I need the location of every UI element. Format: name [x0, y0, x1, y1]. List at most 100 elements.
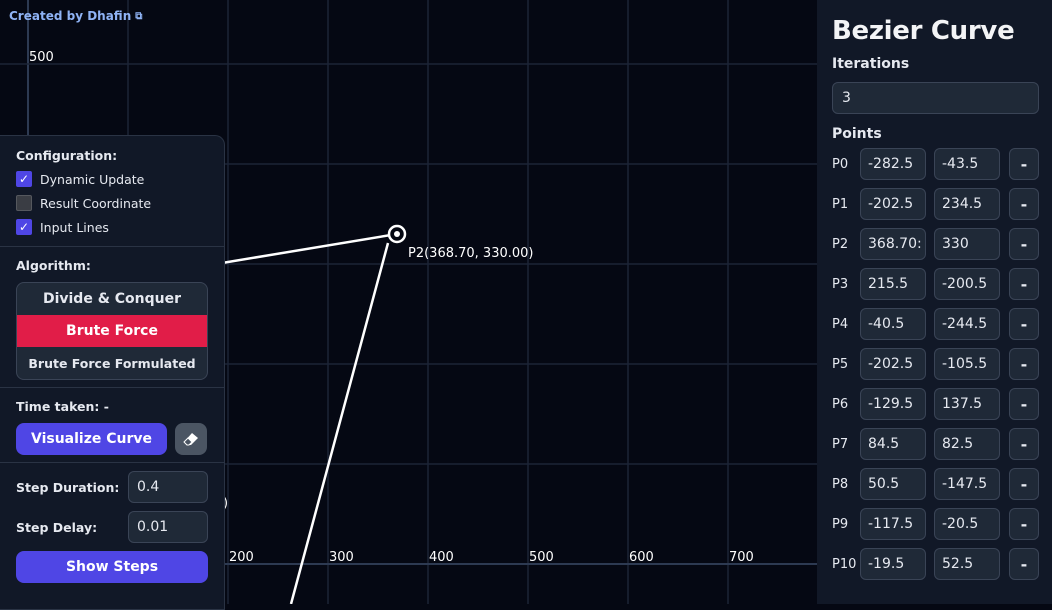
bezier-sidebar: Bezier Curve Iterations 3 Points P0 -282.… — [817, 0, 1052, 604]
point-row-p2: P2 368.70: 330- — [832, 228, 1052, 260]
point-x-input[interactable]: 368.70: — [860, 228, 926, 260]
point-y-input[interactable]: -105.5 — [934, 348, 1000, 380]
remove-point-button[interactable]: - — [1009, 548, 1039, 580]
erase-button[interactable] — [175, 423, 207, 455]
axis-tick-labels: 200 300 400 500 600 700 500 — [29, 50, 754, 565]
input-lines-checkbox[interactable]: ✓ — [16, 219, 32, 235]
point-x-input[interactable]: -282.5 — [860, 148, 926, 180]
divider — [0, 246, 224, 247]
point-name: P9 — [832, 516, 849, 532]
remove-point-button[interactable]: - — [1009, 268, 1039, 300]
point-x-input[interactable]: 50.5 — [860, 468, 926, 500]
option-label: Input Lines — [40, 219, 109, 235]
point-y-input[interactable]: -200.5 — [934, 268, 1000, 300]
point-name: P3 — [832, 276, 849, 292]
algorithm-title: Algorithm: — [16, 258, 91, 273]
point-x-input[interactable]: -202.5 — [860, 348, 926, 380]
iterations-input[interactable]: 3 — [832, 82, 1039, 114]
point-x-input[interactable]: 215.5 — [860, 268, 926, 300]
configuration-panel: Configuration: ✓ Dynamic Update Result C… — [0, 135, 225, 610]
point-x-input[interactable]: -129.5 — [860, 388, 926, 420]
point-x-input[interactable]: -202.5 — [860, 188, 926, 220]
point-row-p5: P5 -202.5 -105.5- — [832, 348, 1052, 380]
remove-point-button[interactable]: - — [1009, 188, 1039, 220]
point-name: P10 — [832, 556, 857, 572]
option-input-lines[interactable]: ✓ Input Lines — [16, 215, 208, 239]
point-y-input[interactable]: -43.5 — [934, 148, 1000, 180]
point-y-input[interactable]: -244.5 — [934, 308, 1000, 340]
x-tick-label: 300 — [329, 550, 354, 565]
point-name: P2 — [832, 236, 849, 252]
points-list: P0 -282.5 -43.5- P1 -202.5 234.5- P2 368.70: 330… — [832, 148, 1052, 580]
x-tick-label: 600 — [629, 550, 654, 565]
y-tick-label: 500 — [29, 50, 54, 65]
point-row-p3: P3 215.5 -200.5- — [832, 268, 1052, 300]
x-tick-label: 700 — [729, 550, 754, 565]
x-tick-label: 500 — [529, 550, 554, 565]
point-row-p8: P8 50.5 -147.5- — [832, 468, 1052, 500]
remove-point-button[interactable]: - — [1009, 468, 1039, 500]
configuration-title: Configuration: — [16, 148, 118, 163]
result-coordinate-checkbox[interactable] — [16, 195, 32, 211]
remove-point-button[interactable]: - — [1009, 428, 1039, 460]
x-tick-label: 200 — [229, 550, 254, 565]
point-name: P0 — [832, 156, 849, 172]
visualize-curve-button[interactable]: Visualize Curve — [16, 423, 167, 455]
divider — [0, 462, 224, 463]
point-name: P7 — [832, 436, 849, 452]
point-y-input[interactable]: 52.5 — [934, 548, 1000, 580]
point-y-input[interactable]: 234.5 — [934, 188, 1000, 220]
point-row-p0: P0 -282.5 -43.5- — [832, 148, 1052, 180]
eraser-icon — [183, 433, 198, 446]
remove-point-button[interactable]: - — [1009, 308, 1039, 340]
point-y-input[interactable]: -147.5 — [934, 468, 1000, 500]
remove-point-button[interactable]: - — [1009, 508, 1039, 540]
point-row-p1: P1 -202.5 234.5- — [832, 188, 1052, 220]
dynamic-update-checkbox[interactable]: ✓ — [16, 171, 32, 187]
point-row-p9: P9 -117.5 -20.5- — [832, 508, 1052, 540]
point-y-input[interactable]: 330 — [934, 228, 1000, 260]
point-x-input[interactable]: -117.5 — [860, 508, 926, 540]
remove-point-button[interactable]: - — [1009, 148, 1039, 180]
divider — [0, 387, 224, 388]
point-y-input[interactable]: 82.5 — [934, 428, 1000, 460]
point-name: P1 — [832, 196, 849, 212]
step-duration-input[interactable]: 0.4 — [128, 471, 208, 503]
point-x-input[interactable]: 84.5 — [860, 428, 926, 460]
app-title: Bezier Curve — [832, 16, 1015, 46]
point-x-input[interactable]: -40.5 — [860, 308, 926, 340]
point-row-p4: P4 -40.5 -244.5- — [832, 308, 1052, 340]
point-y-input[interactable]: -20.5 — [934, 508, 1000, 540]
algorithm-divide-conquer-button[interactable]: Divide & Conquer — [42, 291, 182, 307]
point-y-input[interactable]: 137.5 — [934, 388, 1000, 420]
algorithm-brute-force-button[interactable]: Brute Force — [17, 315, 207, 347]
step-delay-label: Step Delay: — [16, 519, 98, 535]
control-line — [221, 232, 398, 265]
step-duration-label: Step Duration: — [16, 479, 120, 495]
partial-point-label: ) — [223, 496, 228, 511]
option-dynamic-update[interactable]: ✓ Dynamic Update — [16, 167, 208, 191]
control-point-p2-center — [394, 231, 400, 237]
algorithm-selector: Divide & Conquer Brute Force Brute Force… — [16, 282, 208, 380]
step-delay-input[interactable]: 0.01 — [128, 511, 208, 543]
credit-link[interactable]: Created by Dhafin ⧉ — [9, 9, 142, 23]
option-result-coordinate[interactable]: Result Coordinate — [16, 191, 208, 215]
x-tick-label: 400 — [429, 550, 454, 565]
remove-point-button[interactable]: - — [1009, 348, 1039, 380]
external-link-icon: ⧉ — [135, 10, 143, 22]
points-label: Points — [832, 126, 882, 142]
show-steps-button[interactable]: Show Steps — [16, 551, 208, 583]
iterations-label: Iterations — [832, 56, 910, 72]
point-x-input[interactable]: -19.5 — [860, 548, 926, 580]
point-row-p7: P7 84.5 82.5- — [832, 428, 1052, 460]
point-label-p2: P2(368.70, 330.00) — [408, 246, 534, 261]
point-name: P6 — [832, 396, 849, 412]
remove-point-button[interactable]: - — [1009, 388, 1039, 420]
time-taken-text: Time taken: - — [16, 399, 109, 414]
control-line — [289, 242, 390, 604]
point-name: P8 — [832, 476, 849, 492]
credit-label: Created by Dhafin — [9, 9, 132, 23]
algorithm-brute-force-formulated-button[interactable]: Brute Force Formulated — [28, 355, 196, 371]
option-label: Dynamic Update — [40, 171, 145, 187]
remove-point-button[interactable]: - — [1009, 228, 1039, 260]
